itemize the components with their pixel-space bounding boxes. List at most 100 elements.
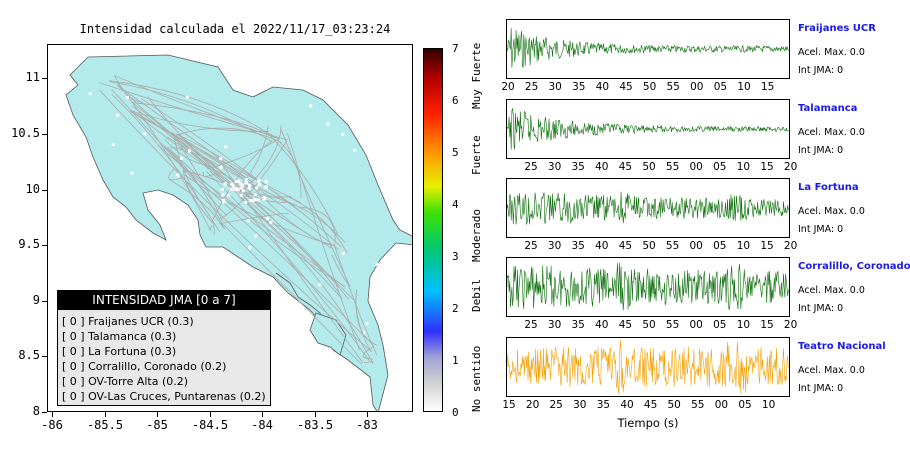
road <box>164 138 210 166</box>
waveform-tick: 20 <box>501 81 515 93</box>
waveform-tick: 05 <box>713 81 728 93</box>
station-dot <box>293 68 297 72</box>
map-y-tick-mark <box>42 301 47 302</box>
road <box>132 102 273 136</box>
int-jma: Int JMA: 0 <box>798 145 844 156</box>
waveform-tick: 20 <box>783 240 798 252</box>
station-dot <box>229 187 233 191</box>
acel-max: Acel. Max. 0.0 <box>798 127 865 138</box>
legend-row: [ 0 ] Talamanca (0.3) <box>62 330 177 343</box>
road <box>113 74 279 139</box>
station-dot <box>227 193 231 197</box>
waveform-plot <box>506 178 790 238</box>
road <box>202 171 217 177</box>
waveform-tick: 00 <box>689 240 703 252</box>
acel-max: Acel. Max. 0.0 <box>798 285 865 296</box>
waveform-tick: 05 <box>738 399 752 411</box>
station-dot <box>244 178 248 182</box>
road <box>169 146 218 168</box>
map-x-tick-mark <box>315 412 316 417</box>
road <box>174 136 223 222</box>
intensity-colorbar <box>423 48 443 412</box>
road <box>253 192 346 243</box>
waveform-tick: 15 <box>760 161 774 173</box>
road <box>279 142 302 198</box>
colorbar-word: Fuerte <box>470 135 483 176</box>
waveform-tick: 35 <box>571 240 585 252</box>
int-jma: Int JMA: 0 <box>798 303 844 314</box>
station-name: Talamanca <box>798 103 858 114</box>
station-dot <box>269 220 273 224</box>
station-dot <box>222 200 226 204</box>
map-x-tick-mark <box>105 412 106 417</box>
station-dot <box>180 246 184 250</box>
map-y-tick: 11 <box>25 70 40 84</box>
waveform-line <box>507 108 789 150</box>
station-dot <box>115 274 119 278</box>
waveform-tick: 00 <box>714 399 729 411</box>
waveform-tick: 45 <box>643 399 658 411</box>
station-dot <box>222 198 226 202</box>
road <box>238 125 269 188</box>
waveform-trace <box>507 191 789 225</box>
colorbar-word: Debil <box>470 278 483 312</box>
station-dot <box>130 171 134 175</box>
legend-title: INTENSIDAD JMA [0 a 7] <box>58 291 270 310</box>
station-dot <box>248 198 252 202</box>
station-dot <box>341 251 345 255</box>
waveform-tick: 00 <box>689 319 703 331</box>
station-dot <box>255 186 259 190</box>
waveform-line <box>507 340 789 395</box>
waveform-tick: 55 <box>665 161 680 173</box>
waveform-tick: 15 <box>760 240 774 252</box>
station-dot <box>244 181 248 185</box>
acel-max: Acel. Max. 0.0 <box>798 365 865 376</box>
station-dot <box>231 184 235 188</box>
road <box>175 127 282 143</box>
waveform-tick: 25 <box>524 81 539 93</box>
road <box>174 138 295 207</box>
map-x-tick: -84.5 <box>191 418 229 432</box>
road-network <box>98 74 378 365</box>
station-dot <box>111 143 115 147</box>
road <box>169 179 224 228</box>
station-dot <box>257 178 261 182</box>
map-x-tick: -86 <box>41 418 63 432</box>
map-x-tick: -85 <box>146 418 168 432</box>
colorbar-tick: 7 <box>452 42 459 55</box>
waveform-tick: 55 <box>665 319 680 331</box>
legend-row: [ 0 ] Fraijanes UCR (0.3) <box>62 315 194 328</box>
station-dot <box>326 122 330 126</box>
waveform-tick: 25 <box>524 161 538 173</box>
waveform-tick: 55 <box>666 81 680 93</box>
legend-row: [ 0 ] OV-Las Cruces, Puntarenas (0.2) <box>62 390 266 403</box>
road <box>215 155 364 364</box>
station-legend: INTENSIDAD JMA [0 a 7] [ 0 ] Fraijanes U… <box>57 290 271 406</box>
road <box>177 134 254 183</box>
waveform-tick: 45 <box>618 161 633 173</box>
station-dot <box>234 179 238 183</box>
time-axis-label: Tiempo (s) <box>617 416 679 430</box>
map-x-tick-mark <box>52 412 53 417</box>
road <box>220 140 288 220</box>
station-name: Corralillo, Coronado <box>798 261 910 272</box>
road <box>111 94 221 233</box>
colorbar-tick: 3 <box>452 250 459 263</box>
station-dot <box>278 65 282 69</box>
waveform-tick: 10 <box>736 240 751 252</box>
road <box>298 206 336 244</box>
waveform-trace <box>507 340 789 395</box>
road <box>238 195 374 364</box>
waveform-tick: 30 <box>547 240 562 252</box>
waveform-tick: 30 <box>548 81 562 93</box>
station-dots <box>88 65 379 368</box>
station-name: La Fortuna <box>798 182 859 193</box>
road <box>132 105 343 299</box>
station-dot <box>223 182 227 186</box>
road <box>168 168 182 181</box>
waveform-tick: 45 <box>618 319 633 331</box>
int-jma: Int JMA: 0 <box>798 65 844 76</box>
waveform-tick: 00 <box>690 81 704 93</box>
waveform-tick: 50 <box>642 319 656 331</box>
waveform-tick: 10 <box>761 399 776 411</box>
